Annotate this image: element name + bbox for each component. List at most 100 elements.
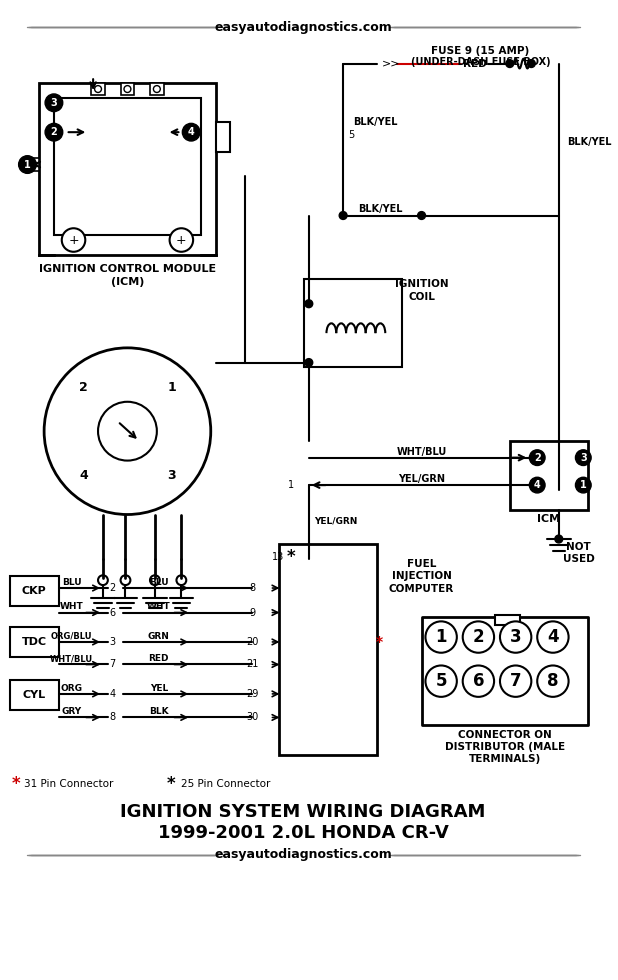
Text: BLU: BLU (149, 577, 169, 587)
Bar (510, 441, 588, 510)
Circle shape (506, 60, 514, 68)
Text: easyautodiagnostics.com: easyautodiagnostics.com (214, 848, 392, 861)
Circle shape (537, 665, 569, 697)
Text: BLK/YEL: BLK/YEL (567, 137, 611, 147)
Text: IGNITION SYSTEM WIRING DIAGRAM: IGNITION SYSTEM WIRING DIAGRAM (121, 803, 486, 820)
Bar (279, 544, 378, 755)
Text: 13: 13 (272, 552, 284, 562)
Text: BLK: BLK (149, 707, 169, 716)
Text: GRN: GRN (148, 631, 170, 641)
Circle shape (95, 85, 101, 92)
Circle shape (527, 60, 535, 68)
Circle shape (425, 665, 457, 697)
Text: BLK/YEL: BLK/YEL (358, 204, 402, 214)
Circle shape (418, 212, 425, 220)
Text: 8: 8 (109, 712, 116, 722)
Text: 4: 4 (547, 628, 559, 646)
Text: 1: 1 (436, 628, 447, 646)
Text: USED: USED (562, 554, 595, 563)
Circle shape (463, 665, 494, 697)
Text: ICM: ICM (538, 514, 561, 524)
Text: WHT: WHT (147, 602, 171, 612)
Text: 1: 1 (24, 160, 31, 170)
Text: 4: 4 (79, 468, 88, 482)
Text: IGNITION: IGNITION (395, 279, 448, 289)
Text: BLU: BLU (62, 577, 82, 587)
Text: 9: 9 (249, 608, 255, 617)
Bar (27, 158, 39, 172)
Text: TERMINALS): TERMINALS) (468, 754, 541, 763)
Text: YEL/GRN: YEL/GRN (398, 474, 445, 484)
Text: 2: 2 (79, 380, 88, 394)
Text: *: * (286, 548, 295, 565)
Circle shape (500, 621, 531, 653)
Text: FUSE 9 (15 AMP): FUSE 9 (15 AMP) (431, 46, 530, 56)
Text: ORG/BLU: ORG/BLU (51, 631, 92, 641)
Text: 2: 2 (473, 628, 485, 646)
Circle shape (19, 156, 36, 173)
Circle shape (305, 359, 313, 367)
Text: 8: 8 (249, 583, 255, 593)
Text: DISTRIBUTOR (MALE: DISTRIBUTOR (MALE (445, 742, 565, 752)
Text: 2: 2 (51, 127, 57, 137)
Circle shape (575, 450, 591, 465)
Bar (304, 279, 402, 368)
Circle shape (98, 575, 108, 585)
Text: BLK/YEL: BLK/YEL (353, 118, 397, 127)
Bar (150, 83, 164, 95)
Text: (UNDER-DASH FUSE BOX): (UNDER-DASH FUSE BOX) (410, 57, 550, 67)
Text: TDC: TDC (22, 637, 47, 647)
Text: COIL: COIL (408, 292, 435, 302)
Text: 21: 21 (246, 660, 258, 669)
Circle shape (530, 477, 545, 493)
Text: RED: RED (463, 59, 486, 69)
Text: WHT/BLU: WHT/BLU (396, 447, 447, 457)
Text: ORG: ORG (61, 683, 83, 693)
Bar (54, 98, 201, 235)
Circle shape (182, 123, 200, 141)
Circle shape (530, 450, 545, 465)
Bar (10, 680, 59, 710)
Text: (ICM): (ICM) (111, 277, 144, 287)
Circle shape (45, 123, 63, 141)
Text: *: * (167, 775, 176, 793)
Circle shape (305, 300, 313, 308)
Circle shape (30, 161, 36, 168)
Text: YEL/GRN: YEL/GRN (314, 516, 357, 526)
Text: 25 Pin Connector: 25 Pin Connector (181, 779, 270, 789)
Text: NOT: NOT (566, 542, 591, 552)
Circle shape (500, 665, 531, 697)
Bar (495, 615, 520, 625)
Circle shape (62, 228, 85, 252)
Bar (10, 627, 59, 657)
Text: WHT/BLU: WHT/BLU (50, 654, 93, 663)
Text: 4: 4 (534, 480, 541, 490)
Bar (216, 122, 231, 152)
Circle shape (153, 85, 160, 92)
Circle shape (575, 477, 591, 493)
Circle shape (555, 535, 563, 543)
Text: 30: 30 (246, 712, 258, 722)
Text: WHT: WHT (60, 602, 83, 612)
Text: 3: 3 (109, 637, 116, 647)
Circle shape (537, 621, 569, 653)
Circle shape (121, 575, 130, 585)
Text: CONNECTOR ON: CONNECTOR ON (458, 730, 552, 740)
Text: 3: 3 (51, 98, 57, 108)
Circle shape (44, 348, 211, 514)
Text: CYL: CYL (23, 690, 46, 700)
Text: COMPUTER: COMPUTER (389, 584, 454, 594)
Text: 5: 5 (436, 672, 447, 690)
Text: 2: 2 (109, 583, 116, 593)
Bar (91, 83, 105, 95)
Text: +: + (176, 233, 187, 247)
Text: FUEL: FUEL (407, 559, 436, 568)
Circle shape (169, 228, 193, 252)
Circle shape (98, 402, 157, 461)
Text: YEL: YEL (150, 683, 168, 693)
Text: 1999-2001 2.0L HONDA CR-V: 1999-2001 2.0L HONDA CR-V (158, 824, 448, 842)
Text: 7: 7 (510, 672, 522, 690)
Circle shape (45, 94, 63, 112)
Text: 2: 2 (534, 453, 541, 463)
Text: 29: 29 (246, 689, 258, 699)
